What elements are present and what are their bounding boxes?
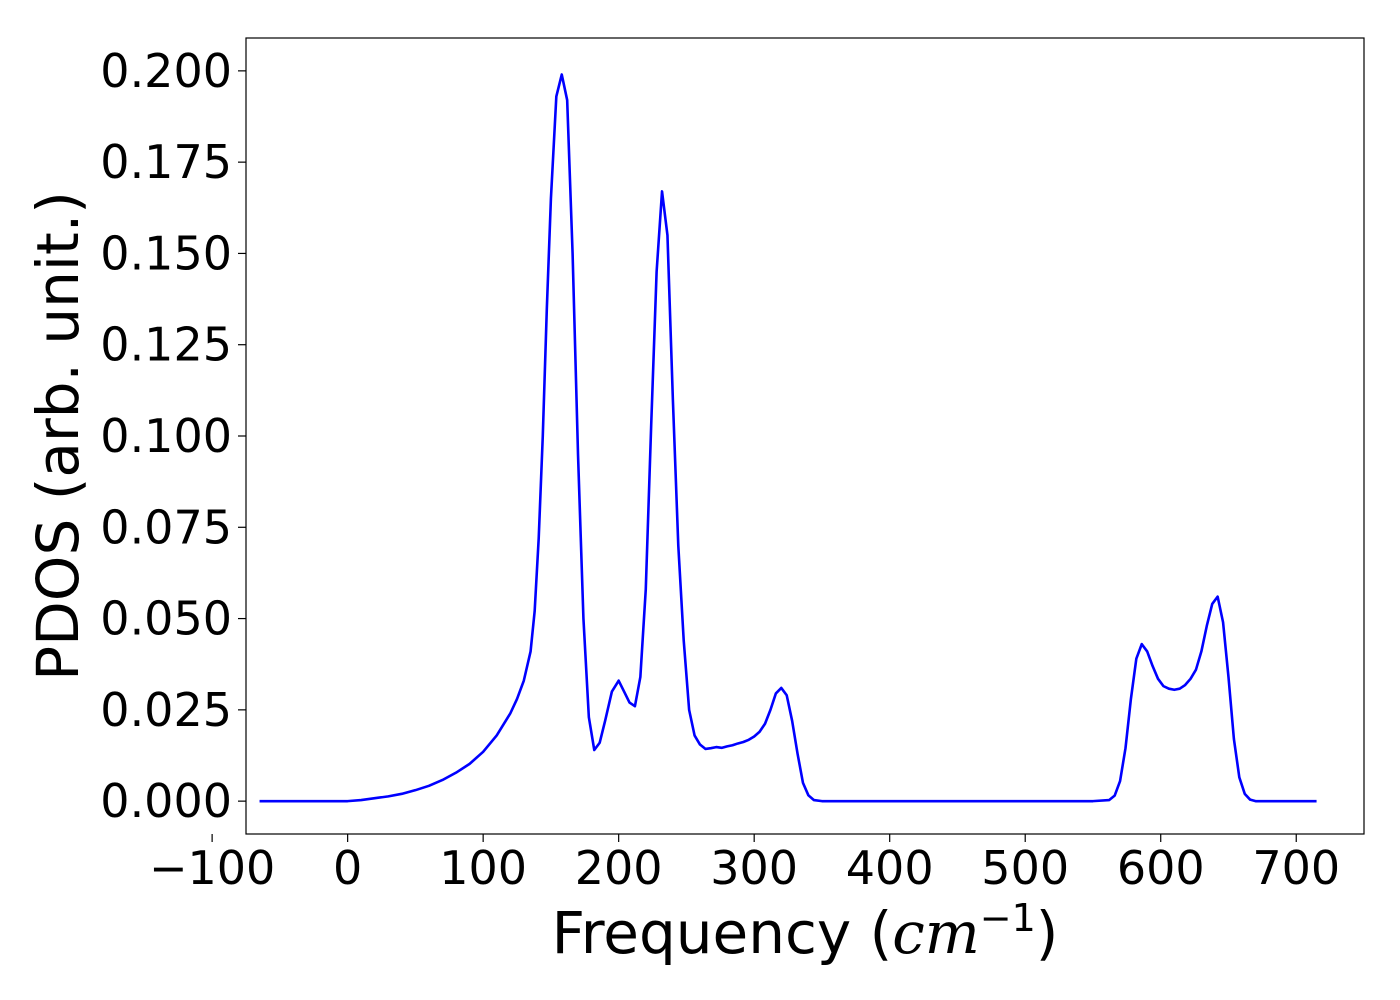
y-tick-label: 0.150 <box>100 226 232 280</box>
x-tick-label: 0 <box>333 841 362 895</box>
y-tick-label: 0.050 <box>100 592 232 646</box>
y-tick-label: 0.000 <box>100 774 232 828</box>
y-tick-label: 0.025 <box>100 683 232 737</box>
x-tick-label: −100 <box>149 841 275 895</box>
plot-background <box>246 38 1364 834</box>
x-axis-ticks: −100 0 100 200 300 400 500 600 700 <box>149 834 1340 895</box>
plot-frame <box>245 37 1365 835</box>
x-tick-label: 200 <box>575 841 663 895</box>
x-tick-label: 100 <box>439 841 527 895</box>
y-tick-label: 0.125 <box>100 318 232 372</box>
y-axis-ticks: 0.000 0.025 0.050 0.075 0.100 0.125 0.150 0.175… <box>100 44 246 828</box>
x-tick-label: 300 <box>710 841 798 895</box>
y-tick-label: 0.175 <box>100 135 232 189</box>
pdos-series-line <box>259 73 1317 803</box>
y-tick-label: 0.200 <box>100 44 232 98</box>
y-tick-label: 0.075 <box>100 500 232 554</box>
y-axis-title: PDOS (arb. unit.) <box>24 191 92 681</box>
x-tick-label: 500 <box>981 841 1069 895</box>
y-tick-label: 0.100 <box>100 409 232 463</box>
x-tick-label: 600 <box>1117 841 1205 895</box>
x-tick-label: 700 <box>1252 841 1340 895</box>
x-axis-title: Frequency (cm−1) <box>552 896 1059 967</box>
x-tick-label: 400 <box>846 841 934 895</box>
